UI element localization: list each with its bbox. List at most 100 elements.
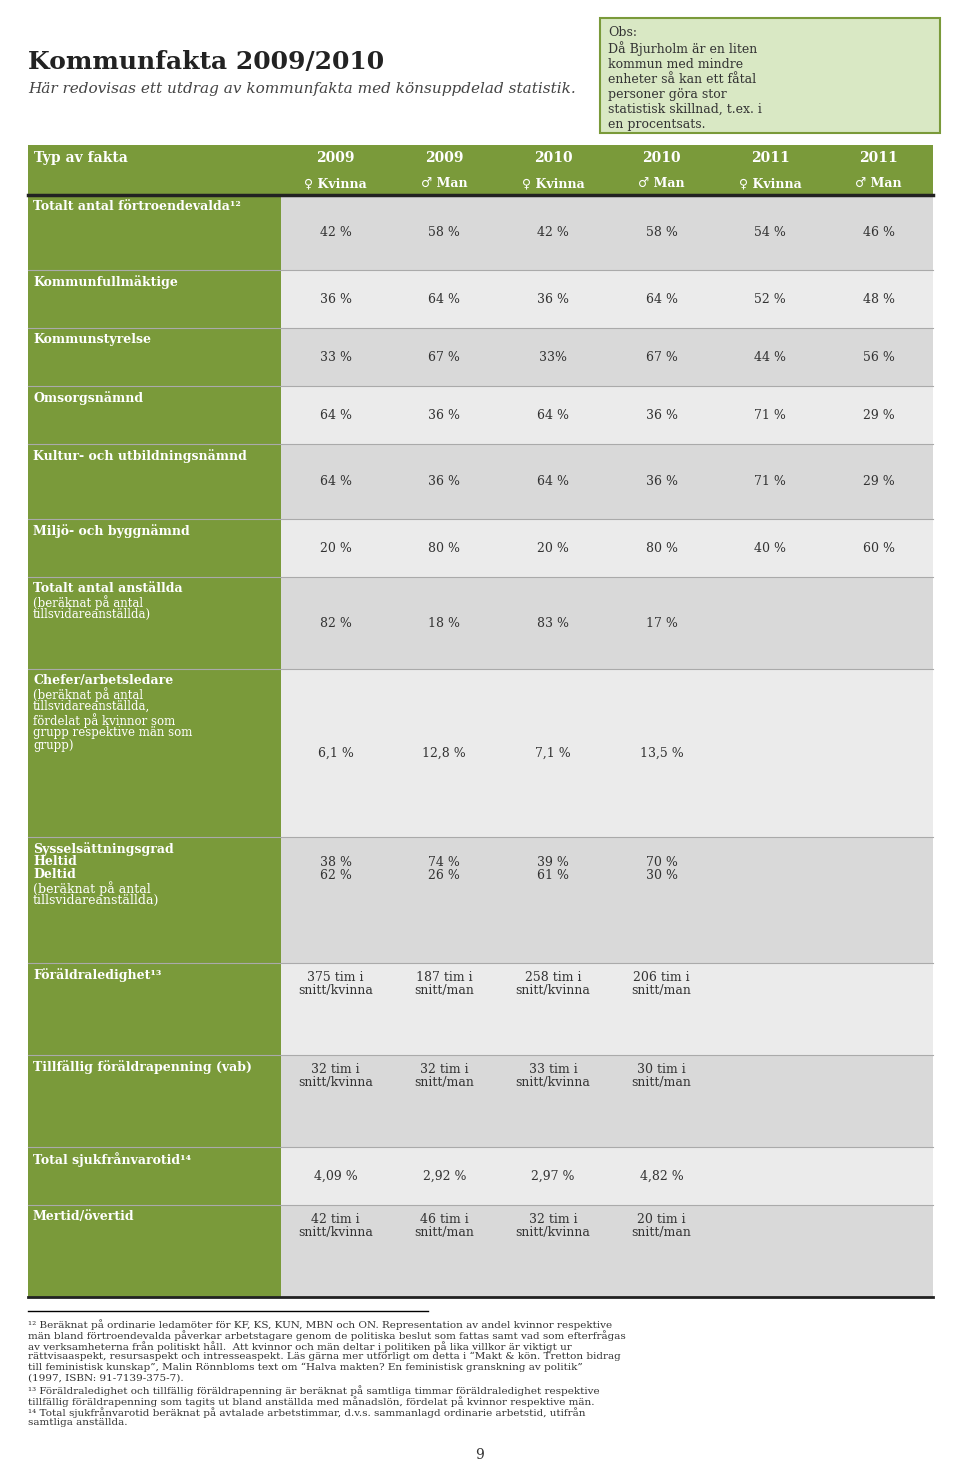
Text: snitt/kvinna: snitt/kvinna <box>516 1226 590 1239</box>
Text: 40 %: 40 % <box>755 542 786 555</box>
Bar <box>281 1206 933 1297</box>
Text: 56 %: 56 % <box>863 350 895 364</box>
Bar <box>28 838 281 963</box>
Bar <box>28 386 281 445</box>
Text: 9: 9 <box>475 1448 485 1462</box>
Text: Här redovisas ett utdrag av kommunfakta med könsuppdelad statistik.: Här redovisas ett utdrag av kommunfakta … <box>28 82 576 96</box>
Bar <box>28 1206 281 1297</box>
Text: tillsvidareanställda,: tillsvidareanställda, <box>33 701 151 712</box>
Bar <box>281 386 933 445</box>
Bar <box>28 577 281 668</box>
Text: 44 %: 44 % <box>755 350 786 364</box>
Bar <box>28 269 281 328</box>
Text: 80 %: 80 % <box>645 542 678 555</box>
Text: 70 %: 70 % <box>645 857 678 868</box>
Bar <box>281 445 933 520</box>
Text: Kultur- och utbildningsnämnd: Kultur- och utbildningsnämnd <box>33 449 247 462</box>
Text: ♀ Kvinna: ♀ Kvinna <box>521 177 585 190</box>
Text: tillfällig föräldrapenning som tagits ut bland anställda med månadslön, fördelat: tillfällig föräldrapenning som tagits ut… <box>28 1395 594 1407</box>
Text: 48 %: 48 % <box>863 293 895 306</box>
Text: 258 tim i: 258 tim i <box>525 972 581 983</box>
Bar <box>281 194 933 269</box>
Text: 30 tim i: 30 tim i <box>637 1063 685 1076</box>
Text: 30 %: 30 % <box>645 868 678 882</box>
Text: 36 %: 36 % <box>428 475 460 489</box>
Text: ¹⁴ Total sjukfrånvarotid beräknat på avtalade arbetstimmar, d.v.s. sammanlagd or: ¹⁴ Total sjukfrånvarotid beräknat på avt… <box>28 1407 586 1418</box>
Bar <box>28 963 281 1055</box>
Text: 60 %: 60 % <box>863 542 895 555</box>
Text: Miljö- och byggnämnd: Miljö- och byggnämnd <box>33 524 190 537</box>
Text: (beräknat på antal: (beräknat på antal <box>33 687 143 702</box>
Text: 32 tim i: 32 tim i <box>420 1063 468 1076</box>
Text: 33%: 33% <box>539 350 567 364</box>
Bar <box>600 18 940 132</box>
Text: 33 %: 33 % <box>320 350 351 364</box>
Text: snitt/kvinna: snitt/kvinna <box>516 983 590 997</box>
Text: snitt/man: snitt/man <box>415 983 474 997</box>
Text: 67 %: 67 % <box>428 350 460 364</box>
Text: ¹³ Föräldraledighet och tillfällig föräldrapenning är beräknat på samtliga timma: ¹³ Föräldraledighet och tillfällig föräl… <box>28 1385 600 1395</box>
Text: ¹² Beräknat på ordinarie ledamöter för KF, KS, KUN, MBN och ON. Representation a: ¹² Beräknat på ordinarie ledamöter för K… <box>28 1319 612 1329</box>
Text: snitt/man: snitt/man <box>415 1226 474 1239</box>
Text: Totalt antal anställda: Totalt antal anställda <box>33 581 182 595</box>
Text: 36 %: 36 % <box>320 293 351 306</box>
Text: Omsorgsnämnd: Omsorgsnämnd <box>33 392 143 405</box>
Text: ♂ Man: ♂ Man <box>421 177 468 190</box>
Text: 2010: 2010 <box>642 152 681 165</box>
Text: 6,1 %: 6,1 % <box>318 746 353 760</box>
Text: 42 tim i: 42 tim i <box>311 1213 360 1226</box>
Text: 42 %: 42 % <box>537 227 569 238</box>
Text: 83 %: 83 % <box>537 617 569 630</box>
Text: av verksamheterna från politiskt håll.  Att kvinnor och män deltar i politiken p: av verksamheterna från politiskt håll. A… <box>28 1341 572 1351</box>
Text: 74 %: 74 % <box>428 857 460 868</box>
Text: 20 tim i: 20 tim i <box>637 1213 685 1226</box>
Text: 32 tim i: 32 tim i <box>311 1063 360 1076</box>
Text: 71 %: 71 % <box>755 409 786 422</box>
Text: Total sjukfrånvarotid¹⁴: Total sjukfrånvarotid¹⁴ <box>33 1153 191 1167</box>
Bar <box>281 838 933 963</box>
Text: ♀ Kvinna: ♀ Kvinna <box>304 177 367 190</box>
Text: 187 tim i: 187 tim i <box>416 972 472 983</box>
Text: Sysselsättningsgrad: Sysselsättningsgrad <box>33 842 174 855</box>
Bar <box>28 146 933 174</box>
Text: Typ av fakta: Typ av fakta <box>34 152 128 165</box>
Text: 2,92 %: 2,92 % <box>422 1170 466 1183</box>
Text: 64 %: 64 % <box>645 293 678 306</box>
Bar <box>28 520 281 577</box>
Bar <box>28 1055 281 1147</box>
Text: Heltid: Heltid <box>33 855 77 868</box>
Bar <box>281 963 933 1055</box>
Bar <box>28 174 933 194</box>
Text: Kommunfakta 2009/2010: Kommunfakta 2009/2010 <box>28 50 384 74</box>
FancyBboxPatch shape <box>600 18 940 132</box>
Text: 17 %: 17 % <box>645 617 678 630</box>
Text: män bland förtroendevalda påverkar arbetstagare genom de politiska beslut som fa: män bland förtroendevalda påverkar arbet… <box>28 1331 626 1341</box>
Text: 375 tim i: 375 tim i <box>307 972 364 983</box>
Bar <box>281 1055 933 1147</box>
Text: Deltid: Deltid <box>33 868 76 882</box>
Text: 36 %: 36 % <box>645 409 678 422</box>
Text: ♂ Man: ♂ Man <box>638 177 684 190</box>
Bar <box>281 328 933 386</box>
Text: grupp): grupp) <box>33 739 74 752</box>
Text: Tillfällig föräldrapenning (vab): Tillfällig föräldrapenning (vab) <box>33 1060 252 1075</box>
Text: 33 tim i: 33 tim i <box>529 1063 577 1076</box>
Text: till feministisk kunskap”, Malin Rönnbloms text om “Halva makten? En feministisk: till feministisk kunskap”, Malin Rönnblo… <box>28 1363 583 1372</box>
Text: 2011: 2011 <box>859 152 898 165</box>
Text: 64 %: 64 % <box>320 409 351 422</box>
Text: 46 %: 46 % <box>863 227 895 238</box>
Text: 62 %: 62 % <box>320 868 351 882</box>
Text: 2009: 2009 <box>425 152 464 165</box>
Text: Chefer/arbetsledare: Chefer/arbetsledare <box>33 674 173 687</box>
Text: 2010: 2010 <box>534 152 572 165</box>
Text: snitt/man: snitt/man <box>415 1076 474 1089</box>
Bar <box>28 328 281 386</box>
Text: 206 tim i: 206 tim i <box>634 972 690 983</box>
Text: snitt/man: snitt/man <box>632 1076 691 1089</box>
Bar <box>28 1147 281 1206</box>
Text: 18 %: 18 % <box>428 617 460 630</box>
Text: 20 %: 20 % <box>537 542 569 555</box>
Text: 29 %: 29 % <box>863 409 895 422</box>
Bar <box>28 668 281 838</box>
Text: snitt/kvinna: snitt/kvinna <box>299 983 373 997</box>
